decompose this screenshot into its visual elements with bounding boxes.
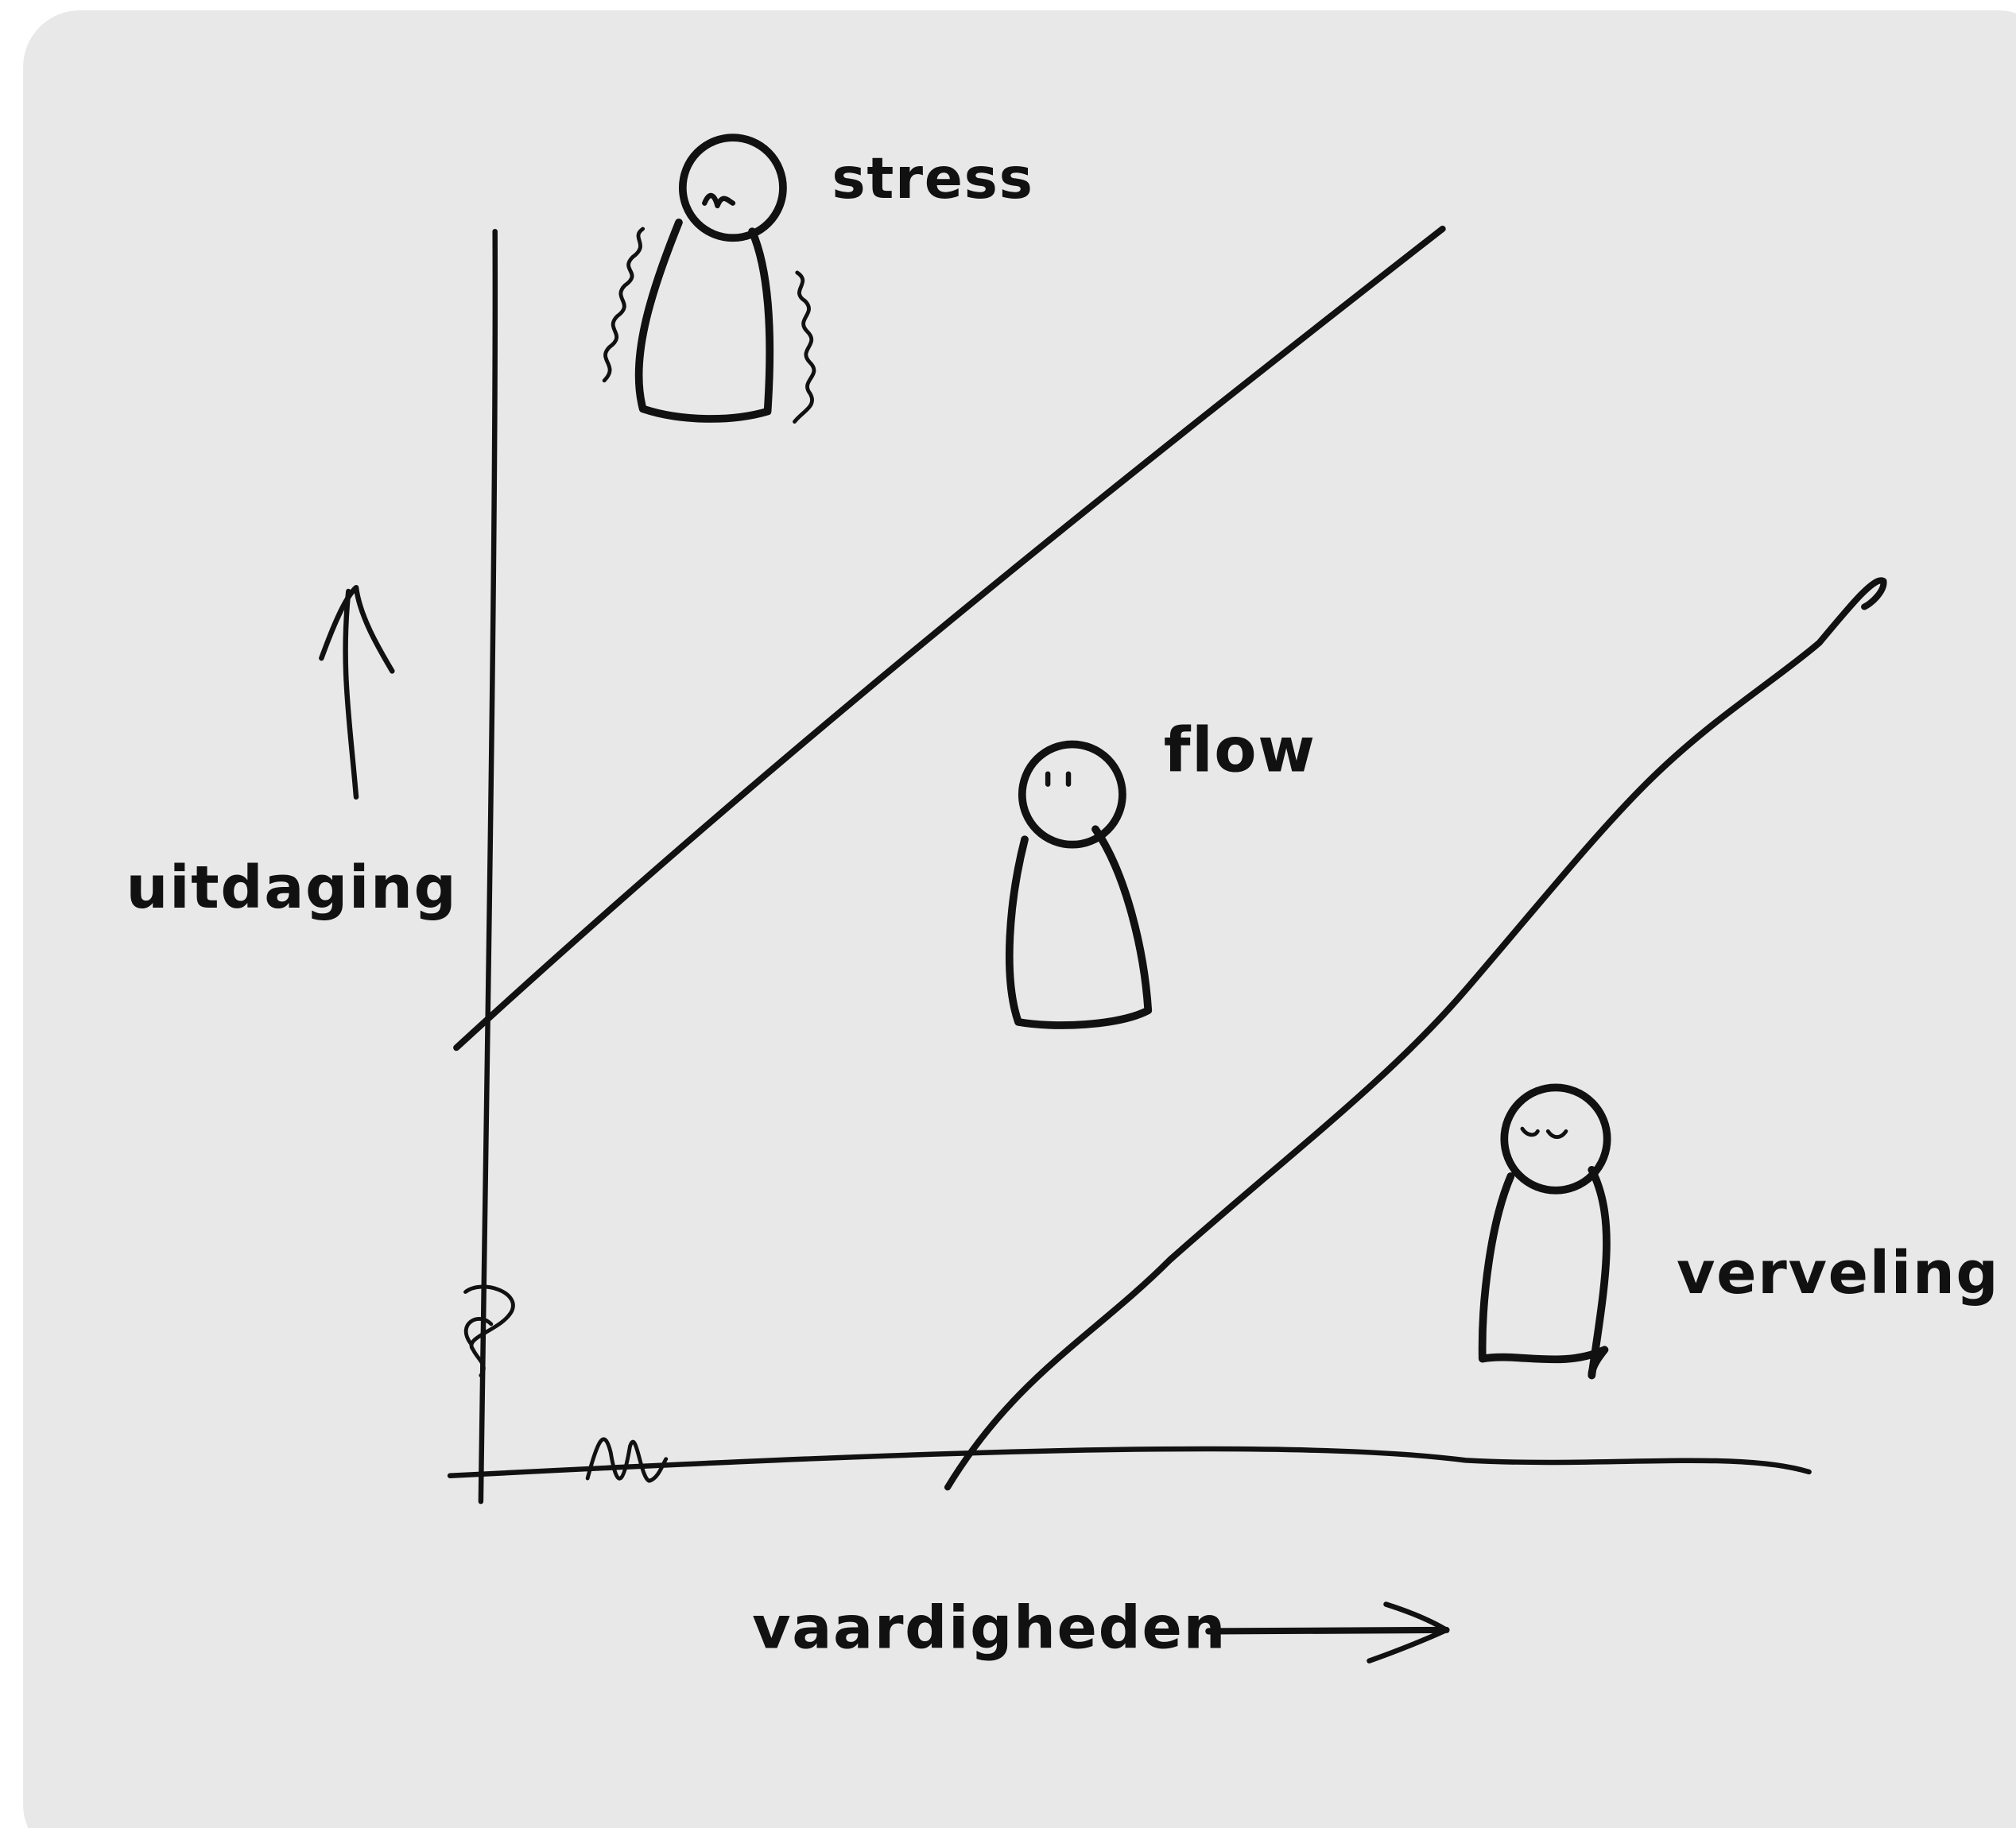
page: stress flow verveling uitdaging vaardigh… <box>0 0 2016 1828</box>
x-axis-label: vaardigheden <box>752 1594 1227 1663</box>
diagram: stress flow verveling uitdaging vaardigh… <box>0 0 2016 1828</box>
y-axis-label: uitdaging <box>126 853 458 922</box>
zone-label: flow <box>1164 715 1316 786</box>
zone-label: verveling <box>1677 1238 1999 1307</box>
x-arrow <box>1208 1630 1446 1632</box>
zone-label: stress <box>832 145 1033 211</box>
